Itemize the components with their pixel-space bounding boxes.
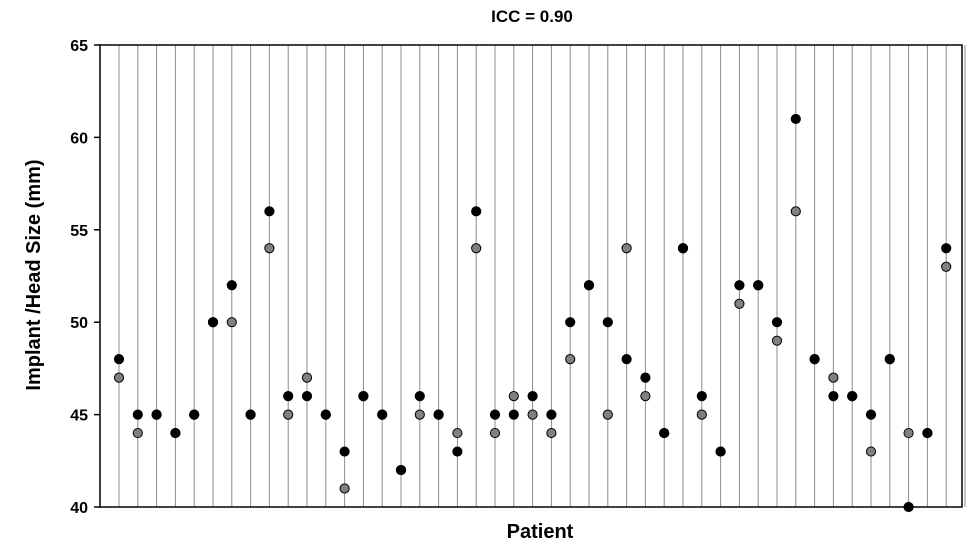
point-series-a xyxy=(490,410,499,419)
point-series-a xyxy=(678,244,687,253)
point-series-a xyxy=(284,392,293,401)
point-series-b xyxy=(603,410,612,419)
point-series-a xyxy=(152,410,161,419)
y-tick-label: 60 xyxy=(70,130,88,147)
point-series-a xyxy=(566,318,575,327)
point-series-a xyxy=(415,392,424,401)
y-tick-label: 55 xyxy=(70,223,88,240)
point-series-a xyxy=(791,114,800,123)
point-series-b xyxy=(566,355,575,364)
y-tick-label: 45 xyxy=(70,408,88,425)
point-series-a xyxy=(754,281,763,290)
point-series-a xyxy=(660,428,669,437)
point-series-a xyxy=(942,244,951,253)
point-series-a xyxy=(848,392,857,401)
point-series-b xyxy=(622,244,631,253)
point-series-a xyxy=(227,281,236,290)
point-series-a xyxy=(171,428,180,437)
point-series-b xyxy=(133,428,142,437)
y-axis-label: Implant /Head Size (mm) xyxy=(23,159,45,390)
point-series-b xyxy=(942,262,951,271)
point-series-b xyxy=(227,318,236,327)
point-series-b xyxy=(490,428,499,437)
point-series-b xyxy=(453,428,462,437)
point-series-a xyxy=(923,428,932,437)
point-series-a xyxy=(547,410,556,419)
point-series-b xyxy=(114,373,123,382)
y-tick-label: 50 xyxy=(70,315,88,332)
point-series-a xyxy=(133,410,142,419)
point-series-b xyxy=(866,447,875,456)
plot-area: 40 45 50 55 60 65 xyxy=(70,38,970,517)
point-series-b xyxy=(829,373,838,382)
point-series-b xyxy=(340,484,349,493)
y-tick-label: 65 xyxy=(70,38,88,55)
point-series-a xyxy=(716,447,725,456)
point-series-a xyxy=(265,207,274,216)
point-series-a xyxy=(904,502,913,511)
point-series-a xyxy=(434,410,443,419)
point-series-b xyxy=(791,207,800,216)
point-series-a xyxy=(190,410,199,419)
point-series-a xyxy=(453,447,462,456)
point-series-a xyxy=(302,392,311,401)
point-series-a xyxy=(735,281,744,290)
point-series-b xyxy=(904,428,913,437)
point-series-a xyxy=(603,318,612,327)
point-series-a xyxy=(584,281,593,290)
point-series-a xyxy=(528,392,537,401)
point-series-b xyxy=(528,410,537,419)
point-series-a xyxy=(885,355,894,364)
y-tick-label: 40 xyxy=(70,500,88,517)
point-series-a xyxy=(359,392,368,401)
point-series-a xyxy=(829,392,838,401)
point-series-b xyxy=(265,244,274,253)
point-series-a xyxy=(772,318,781,327)
point-series-b xyxy=(415,410,424,419)
point-series-a xyxy=(622,355,631,364)
point-series-b xyxy=(302,373,311,382)
point-series-a xyxy=(208,318,217,327)
chart-title: ICC = 0.90 xyxy=(491,7,573,26)
point-series-b xyxy=(472,244,481,253)
point-series-a xyxy=(396,465,405,474)
point-series-b xyxy=(509,392,518,401)
point-series-a xyxy=(509,410,518,419)
plot-frame xyxy=(100,45,962,507)
point-series-a xyxy=(472,207,481,216)
point-series-a xyxy=(697,392,706,401)
point-series-b xyxy=(641,392,650,401)
point-series-a xyxy=(378,410,387,419)
point-series-a xyxy=(810,355,819,364)
point-series-a xyxy=(246,410,255,419)
point-series-a xyxy=(114,355,123,364)
x-axis-label: Patient xyxy=(507,521,574,542)
point-series-b xyxy=(547,428,556,437)
point-series-b xyxy=(284,410,293,419)
point-series-a xyxy=(340,447,349,456)
point-series-a xyxy=(321,410,330,419)
point-series-a xyxy=(866,410,875,419)
point-series-b xyxy=(697,410,706,419)
point-series-b xyxy=(735,299,744,308)
point-series-b xyxy=(772,336,781,345)
point-series-a xyxy=(641,373,650,382)
